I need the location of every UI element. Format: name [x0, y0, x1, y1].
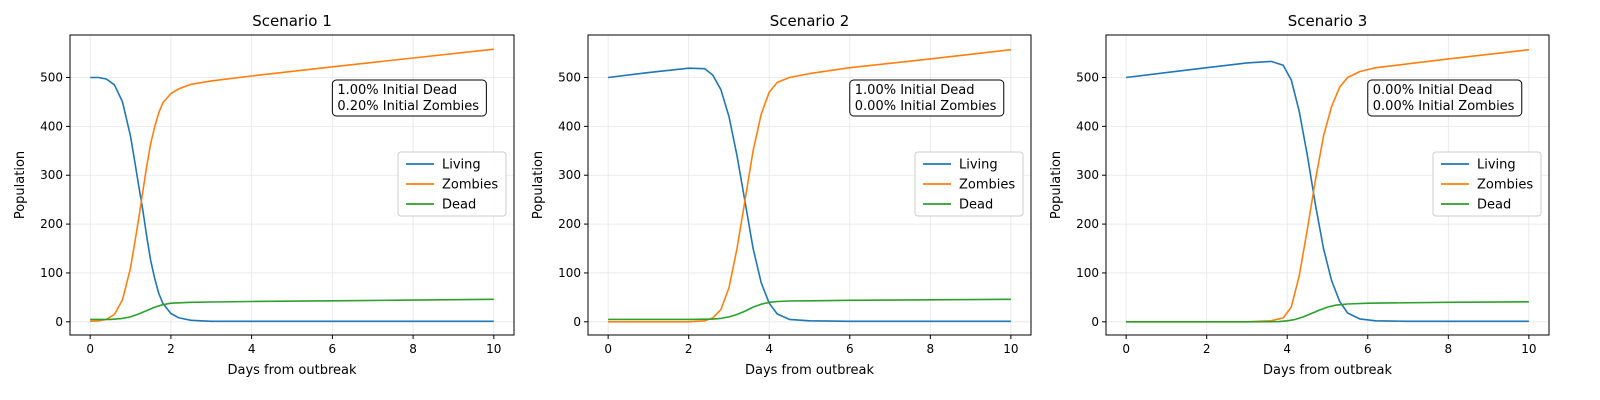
y-tick-label: 0: [573, 315, 581, 329]
x-tick-label: 4: [765, 342, 773, 356]
annotation-box: [849, 79, 1005, 117]
x-tick-label: 8: [1444, 342, 1452, 356]
series-line-living: [1126, 60, 1529, 323]
legend-box: [397, 151, 507, 217]
y-axis-label: Population: [531, 151, 546, 219]
legend-label-zombies: Zombies: [442, 178, 498, 193]
chart-title: Scenario 2: [770, 12, 850, 30]
x-tick-label: 10: [486, 342, 501, 356]
x-tick-label: 10: [1521, 342, 1536, 356]
y-axis-label: Population: [1049, 151, 1064, 219]
series-line-zombies: [90, 48, 494, 323]
annotation-text: 1.00% Initial Dead: [855, 83, 975, 98]
y-axis-label: Population: [13, 151, 28, 219]
y-tick-label: 500: [40, 71, 63, 85]
x-axis-label: Days from outbreak: [1263, 363, 1393, 378]
y-tick-label: 500: [558, 71, 581, 85]
annotation-text: 0.20% Initial Zombies: [337, 99, 479, 114]
x-tick-label: 6: [1364, 342, 1372, 356]
annotation-box: [331, 79, 487, 117]
y-tick-label: 200: [1076, 217, 1099, 231]
annotation-text: 0.00% Initial Dead: [1373, 83, 1493, 98]
chart-title: Scenario 1: [252, 12, 332, 30]
legend-label-living: Living: [959, 158, 998, 173]
x-tick-label: 0: [1122, 342, 1130, 356]
x-tick-label: 6: [846, 342, 854, 356]
x-tick-label: 2: [167, 342, 175, 356]
x-tick-label: 6: [329, 342, 337, 356]
y-tick-label: 400: [1076, 119, 1099, 133]
legend-label-zombies: Zombies: [959, 178, 1015, 193]
x-tick-label: 2: [1203, 342, 1211, 356]
legend-label-zombies: Zombies: [1477, 178, 1533, 193]
y-tick-label: 200: [40, 217, 63, 231]
y-tick-label: 300: [40, 168, 63, 182]
annotation-text: 0.00% Initial Zombies: [855, 99, 997, 114]
axes-frame: [1105, 34, 1550, 336]
x-tick-label: 0: [604, 342, 612, 356]
y-tick-label: 300: [1076, 168, 1099, 182]
y-tick-label: 400: [40, 119, 63, 133]
annotation-text: 0.00% Initial Zombies: [1373, 99, 1515, 114]
y-tick-label: 400: [558, 119, 581, 133]
series-line-living: [608, 67, 1011, 323]
series-line-dead: [608, 298, 1011, 321]
legend-label-dead: Dead: [959, 198, 993, 213]
axes-frame: [587, 34, 1032, 336]
x-tick-label: 4: [1283, 342, 1291, 356]
y-tick-label: 100: [40, 266, 63, 280]
y-tick-label: 0: [1091, 315, 1099, 329]
chart-title: Scenario 3: [1288, 12, 1368, 30]
x-axis-label: Days from outbreak: [227, 363, 357, 378]
legend-label-living: Living: [442, 158, 481, 173]
x-tick-label: 0: [86, 342, 94, 356]
y-tick-label: 500: [1076, 71, 1099, 85]
series-line-living: [90, 76, 494, 323]
x-tick-label: 2: [685, 342, 693, 356]
y-tick-label: 100: [1076, 266, 1099, 280]
x-tick-label: 8: [926, 342, 934, 356]
x-tick-label: 4: [248, 342, 256, 356]
legend-label-dead: Dead: [1477, 198, 1511, 213]
series-line-dead: [1126, 301, 1529, 323]
series-line-dead: [90, 298, 494, 321]
x-axis-label: Days from outbreak: [745, 363, 875, 378]
legend-box: [914, 151, 1024, 217]
y-tick-label: 200: [558, 217, 581, 231]
legend-label-dead: Dead: [442, 198, 476, 213]
legend-box: [1432, 151, 1542, 217]
series-line-zombies: [608, 48, 1011, 323]
annotation-text: 1.00% Initial Dead: [337, 83, 457, 98]
y-tick-label: 0: [55, 315, 63, 329]
y-tick-label: 300: [558, 168, 581, 182]
y-tick-label: 100: [558, 266, 581, 280]
annotation-box: [1367, 79, 1523, 117]
x-tick-label: 8: [409, 342, 417, 356]
axes-frame: [69, 34, 515, 336]
x-tick-label: 10: [1003, 342, 1018, 356]
legend-label-living: Living: [1477, 158, 1516, 173]
